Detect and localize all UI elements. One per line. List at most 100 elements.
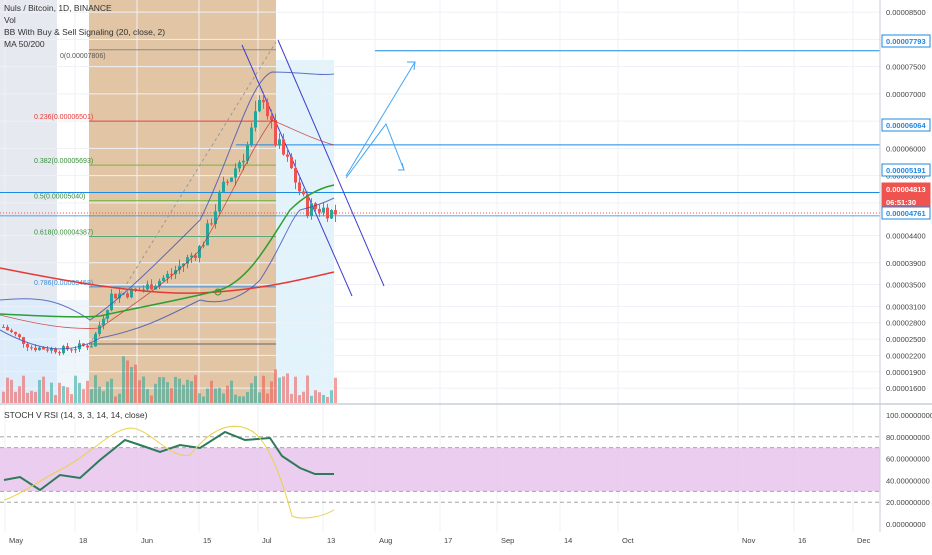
candle-body (286, 154, 289, 157)
projection-path-2 (345, 61, 416, 177)
ma-cross-marker (214, 288, 222, 296)
time-axis-tick: Sep (501, 536, 514, 545)
volume-bar (18, 386, 21, 403)
arrowhead-2 (398, 162, 405, 171)
volume-bar (294, 376, 297, 403)
time-axis-tick: 14 (564, 536, 572, 545)
volume-bar (66, 387, 69, 403)
price-axis-tick: 0.00003100 (886, 302, 926, 311)
time-axis-tick: Aug (379, 536, 392, 545)
price-label-box (881, 182, 931, 196)
volume-bar (142, 376, 145, 403)
candle-body (54, 348, 57, 353)
volume-bar (86, 380, 89, 403)
volume-bar (70, 394, 73, 403)
time-axis-tick: Nov (742, 536, 756, 545)
candle-body (218, 191, 221, 212)
volume-bar (318, 392, 321, 403)
stoch-axis-tick: 0.00000000 (886, 520, 926, 529)
symbol-title: Nuls / Bitcoin, 1D, BINANCE (4, 3, 112, 13)
volume-bar (310, 395, 313, 403)
volume-bar (166, 382, 169, 403)
volume-bar (138, 380, 141, 403)
candle-body (302, 191, 305, 195)
candle-body (266, 102, 269, 117)
price-axis-tick: 0.00003900 (886, 259, 926, 268)
arrowhead-1 (407, 61, 416, 71)
volume-bar (226, 385, 229, 403)
stoch-rsi-label: STOCH V RSI (14, 3, 3, 14, 14, close) (4, 410, 148, 420)
bollinger-indicator-label: BB With Buy & Sell Signaling (20, close,… (4, 27, 166, 37)
candle-body (210, 223, 213, 225)
price-label-text: 0.00005191 (886, 166, 926, 175)
candle-body (146, 284, 149, 290)
candle-body (194, 255, 197, 258)
fib-zone-shade (89, 0, 276, 403)
volume-bar (106, 381, 109, 403)
stoch-d-line (3, 425, 335, 519)
volume-bar (314, 390, 317, 403)
volume-bar (306, 375, 309, 403)
candle-body (298, 182, 301, 192)
volume-bar (330, 390, 333, 403)
time-axis-tick: Jul (262, 536, 272, 545)
candle-body (34, 347, 37, 351)
volume-bar (326, 396, 329, 403)
blue-region-mid (57, 300, 89, 403)
stoch-axis-tick: 80.00000000 (886, 433, 930, 442)
time-axis-tick: 13 (327, 536, 335, 545)
candle-body (2, 326, 5, 328)
candle-body (330, 210, 333, 219)
candle-body (306, 194, 309, 216)
candle-body (326, 207, 329, 219)
candle-body (38, 347, 41, 351)
candle-body (282, 139, 285, 155)
candle-body (70, 349, 73, 351)
price-axis-tick: 0.00008500 (886, 8, 926, 17)
stoch-band-fill (0, 447, 880, 492)
price-label-text: 0.00007793 (886, 37, 926, 46)
candle-body (18, 334, 21, 338)
candle-body (114, 293, 117, 299)
volume-bar (34, 391, 37, 403)
candle-body (86, 345, 89, 348)
volume-bar (262, 375, 265, 403)
candle-body (322, 207, 325, 213)
candle-body (162, 277, 165, 281)
candle-body (118, 293, 121, 299)
ma50-line (0, 184, 335, 318)
candle-body (134, 288, 137, 290)
candle-body (190, 255, 193, 258)
channel-line-lower (277, 39, 385, 287)
volume-bar (10, 379, 13, 403)
time-axis-tick: Jun (141, 536, 153, 545)
candle-body (178, 265, 181, 271)
volume-bar (130, 366, 133, 403)
volume-bar (274, 369, 277, 403)
candle-body (170, 273, 173, 275)
price-label-box (881, 34, 931, 48)
fib-level-label: 0.618(0.00004387) (34, 229, 93, 236)
candle-body (90, 346, 93, 348)
vol-indicator-label: Vol (4, 15, 16, 25)
candle-body (214, 211, 217, 225)
volume-bar (26, 392, 29, 403)
price-label-text: 06:51:30 (886, 198, 916, 207)
candle-body (102, 318, 105, 326)
candle-body (238, 162, 241, 169)
volume-bar (246, 391, 249, 403)
volume-bar (210, 380, 213, 403)
volume-bar (270, 381, 273, 403)
candle-body (318, 208, 321, 213)
volume-bar (242, 396, 245, 403)
candle-body (270, 116, 273, 121)
price-axis-tick: 0.00002500 (886, 335, 926, 344)
price-axis-tick: 0.00007500 (886, 63, 926, 72)
price-axis-tick: 0.00002800 (886, 319, 926, 328)
price-label-text: 0.00004761 (886, 209, 926, 218)
price-label-box (881, 206, 931, 220)
volume-bar (170, 387, 173, 403)
candle-body (126, 293, 129, 298)
